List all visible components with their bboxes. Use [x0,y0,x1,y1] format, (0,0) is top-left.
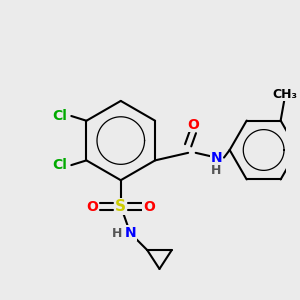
Text: O: O [143,200,155,214]
Text: N: N [124,226,136,240]
Text: S: S [115,199,126,214]
Text: Cl: Cl [52,109,68,123]
Text: N: N [211,151,222,165]
Text: Cl: Cl [52,158,68,172]
Text: H: H [211,164,222,177]
Text: O: O [187,118,199,131]
Text: O: O [86,200,98,214]
Text: CH₃: CH₃ [273,88,298,100]
Text: H: H [112,226,122,240]
